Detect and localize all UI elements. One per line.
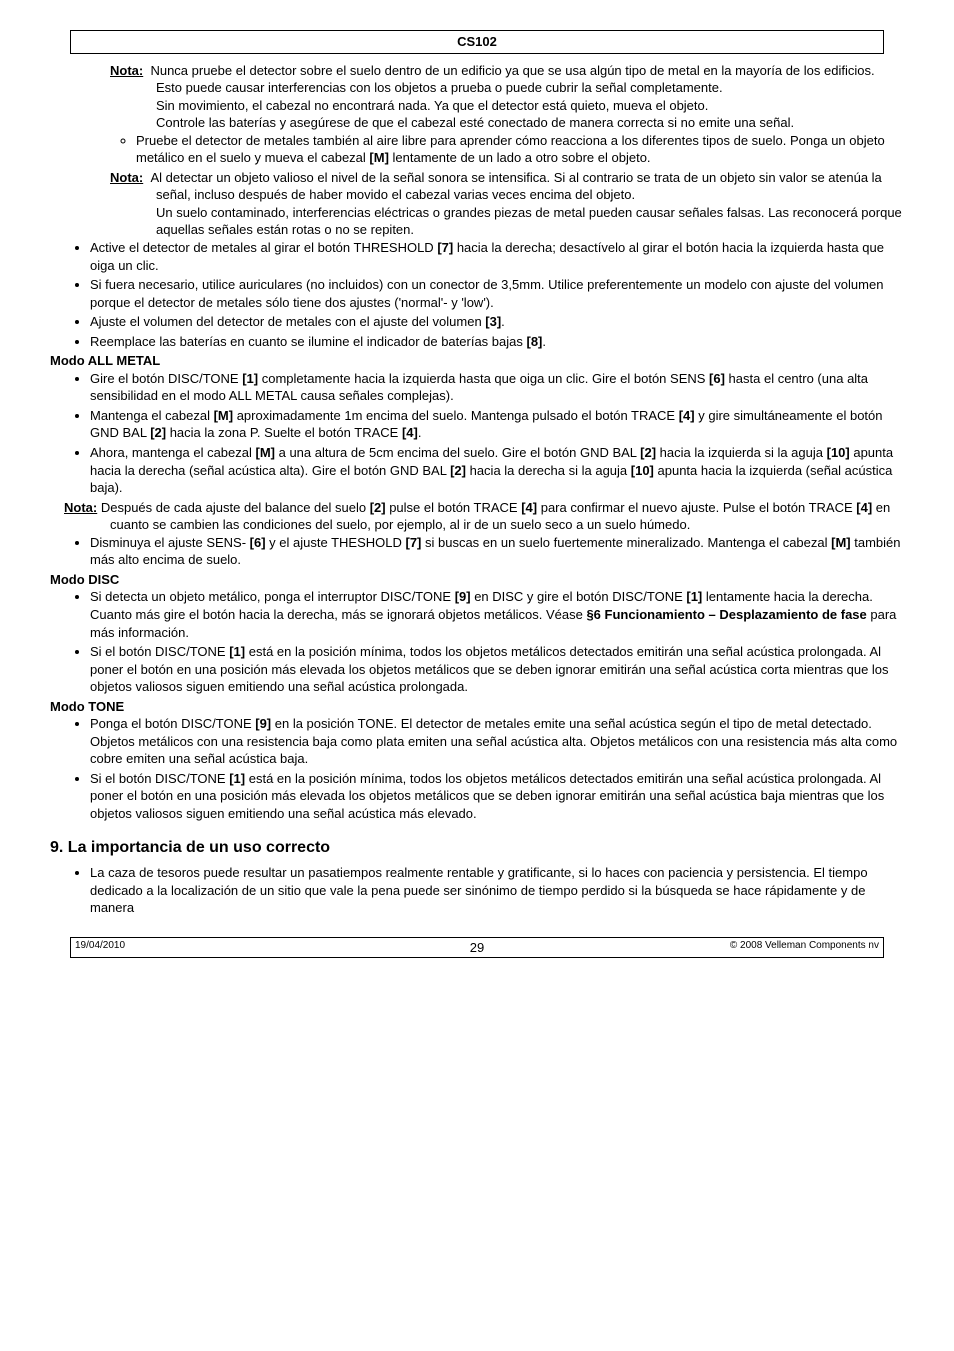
list-item: Mantenga el cabezal [M] aproximadamente …	[90, 407, 904, 442]
allmetal-list: Gire el botón DISC/TONE [1] completament…	[50, 370, 904, 497]
note-label: Nota:	[64, 500, 97, 515]
list-item: Si el botón DISC/TONE [1] está en la pos…	[90, 643, 904, 696]
note-block-2: Nota: Al detectar un objeto valioso el n…	[50, 169, 904, 204]
note-text: Controle las baterías y asegúrese de que…	[50, 114, 904, 132]
header-title: CS102	[70, 30, 884, 54]
document-body: Nota: Nunca pruebe el detector sobre el …	[50, 62, 904, 917]
note-label: Nota:	[110, 63, 143, 78]
note-text: Al detectar un objeto valioso el nivel d…	[150, 170, 881, 203]
list-item: Ajuste el volumen del detector de metale…	[90, 313, 904, 331]
list-item: Si detecta un objeto metálico, ponga el …	[90, 588, 904, 641]
list-item: Si el botón DISC/TONE [1] está en la pos…	[90, 770, 904, 823]
note-block-3: Nota: Después de cada ajuste del balance…	[50, 499, 904, 534]
section-9-heading: 9. La importancia de un uso correcto	[50, 837, 904, 859]
note-label: Nota:	[110, 170, 143, 185]
section-9-list: La caza de tesoros puede resultar un pas…	[50, 864, 904, 917]
footer-copyright: © 2008 Velleman Components nv	[611, 939, 879, 957]
subheading-all-metal: Modo ALL METAL	[50, 352, 904, 370]
subheading-disc: Modo DISC	[50, 571, 904, 589]
tone-list: Ponga el botón DISC/TONE [9] en la posic…	[50, 715, 904, 822]
note-text: Nunca pruebe el detector sobre el suelo …	[150, 63, 874, 96]
main-list: Active el detector de metales al girar e…	[50, 239, 904, 350]
allmetal-list-2: Disminuya el ajuste SENS- [6] y el ajust…	[50, 534, 904, 569]
footer: 19/04/2010 29 © 2008 Velleman Components…	[70, 937, 884, 959]
note-block-1: Nota: Nunca pruebe el detector sobre el …	[50, 62, 904, 97]
list-item: Si fuera necesario, utilice auriculares …	[90, 276, 904, 311]
list-item: Ahora, mantenga el cabezal [M] a una alt…	[90, 444, 904, 497]
disc-list: Si detecta un objeto metálico, ponga el …	[50, 588, 904, 695]
list-item: Reemplace las baterías en cuanto se ilum…	[90, 333, 904, 351]
list-item: Gire el botón DISC/TONE [1] completament…	[90, 370, 904, 405]
list-item: Active el detector de metales al girar e…	[90, 239, 904, 274]
note-text: Sin movimiento, el cabezal no encontrará…	[50, 97, 904, 115]
subheading-tone: Modo TONE	[50, 698, 904, 716]
footer-date: 19/04/2010	[75, 939, 343, 957]
footer-page: 29	[343, 939, 611, 957]
list-item: Disminuya el ajuste SENS- [6] y el ajust…	[90, 534, 904, 569]
list-item: La caza de tesoros puede resultar un pas…	[90, 864, 904, 917]
list-item: Ponga el botón DISC/TONE [9] en la posic…	[90, 715, 904, 768]
note-text: Un suelo contaminado, interferencias elé…	[50, 204, 904, 239]
list-item: Pruebe el detector de metales también al…	[136, 132, 904, 167]
sub-list: Pruebe el detector de metales también al…	[50, 132, 904, 167]
